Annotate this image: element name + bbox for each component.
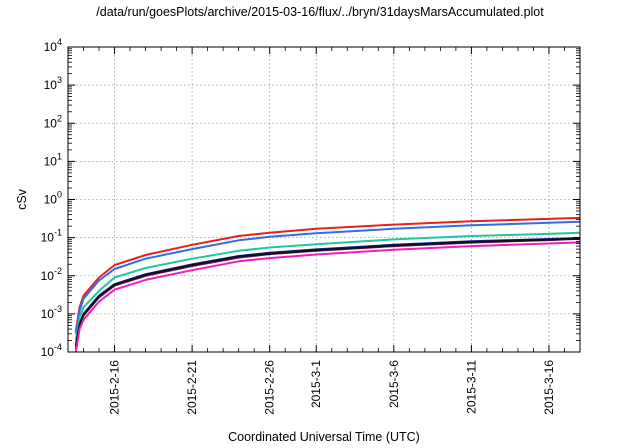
x-tick-label: 2015-2-21 — [185, 360, 199, 415]
y-axis-label: cSv — [15, 188, 29, 210]
series-line-1 — [74, 216, 581, 332]
y-tick-label: 104 — [44, 37, 62, 54]
series-line-7 — [74, 241, 581, 353]
y-tick-label: 10-2 — [41, 266, 62, 283]
series-line-3 — [74, 231, 581, 341]
series-line-2 — [74, 220, 581, 334]
y-tick-label: 101 — [44, 151, 62, 168]
x-tick-label: 2015-3-11 — [464, 360, 478, 414]
y-tick-label: 10-4 — [41, 342, 62, 359]
axis-ticks: 10-4 10-3 10-2 10-1 100 101 102 103 104 2015-2-16… — [41, 37, 580, 415]
series-line-4 — [74, 237, 581, 350]
y-tick-label: 10-3 — [41, 304, 62, 321]
y-tick-label: 10-1 — [41, 228, 62, 245]
series-lines — [74, 216, 581, 353]
series-line-6 — [74, 237, 581, 347]
x-tick-label: 2015-3-1 — [309, 360, 323, 408]
chart-title: /data/run/goesPlots/archive/2015-03-16/f… — [96, 5, 544, 19]
x-tick-label: 2015-2-26 — [263, 360, 277, 415]
x-tick-label: 2015-2-16 — [108, 360, 122, 415]
x-tick-label: 2015-3-6 — [387, 360, 401, 408]
y-tick-label: 102 — [44, 113, 62, 130]
x-tick-label: 2015-3-16 — [542, 360, 556, 415]
grid-lines — [68, 47, 580, 352]
x-axis-label: Coordinated Universal Time (UTC) — [228, 430, 420, 444]
y-tick-label: 103 — [44, 75, 62, 92]
y-tick-label: 100 — [44, 190, 62, 207]
